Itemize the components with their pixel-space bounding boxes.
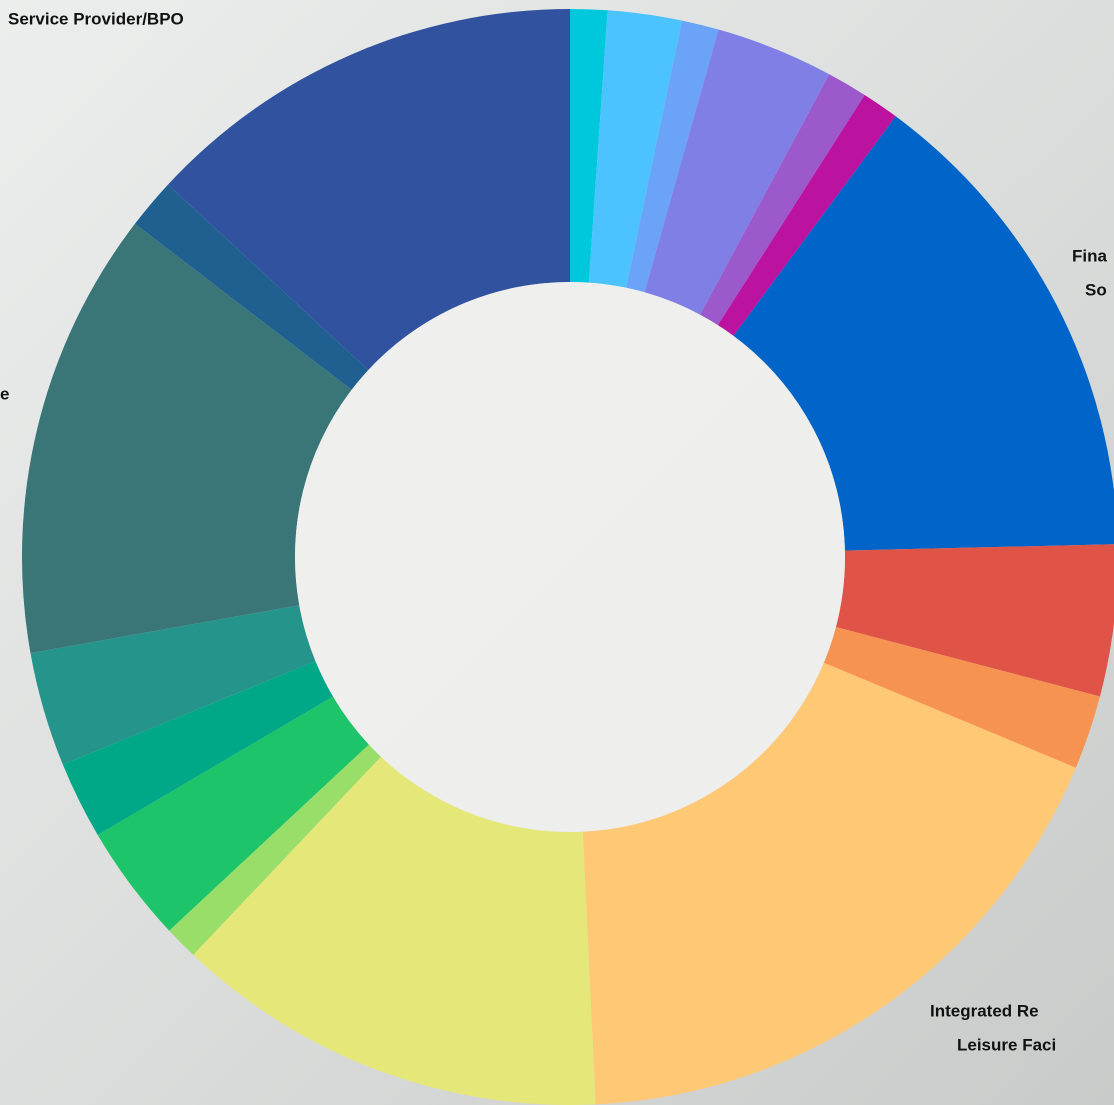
slice	[588, 10, 683, 288]
slice	[169, 744, 381, 955]
slice-label: Integrated Re	[930, 1001, 1039, 1020]
slice	[835, 544, 1114, 697]
slice	[570, 9, 608, 283]
slice	[30, 605, 316, 765]
slice	[62, 661, 333, 835]
slice	[193, 756, 596, 1105]
slice	[582, 662, 1076, 1105]
slice	[626, 20, 719, 293]
slice	[700, 74, 865, 326]
slice-label: Service Provider/BPO	[8, 9, 184, 28]
slice-label: Leisure Faci	[957, 1035, 1056, 1054]
slice	[644, 29, 830, 315]
slice	[134, 184, 369, 390]
slice	[97, 696, 369, 931]
slice-label: e	[0, 384, 9, 403]
slice	[167, 9, 570, 371]
donut-hole	[295, 282, 845, 832]
slice-label: So	[1085, 280, 1107, 299]
slice	[717, 94, 896, 336]
slice-label: Fina	[1072, 246, 1107, 265]
slice	[823, 627, 1100, 768]
slice	[733, 116, 1114, 551]
slice	[22, 223, 352, 654]
